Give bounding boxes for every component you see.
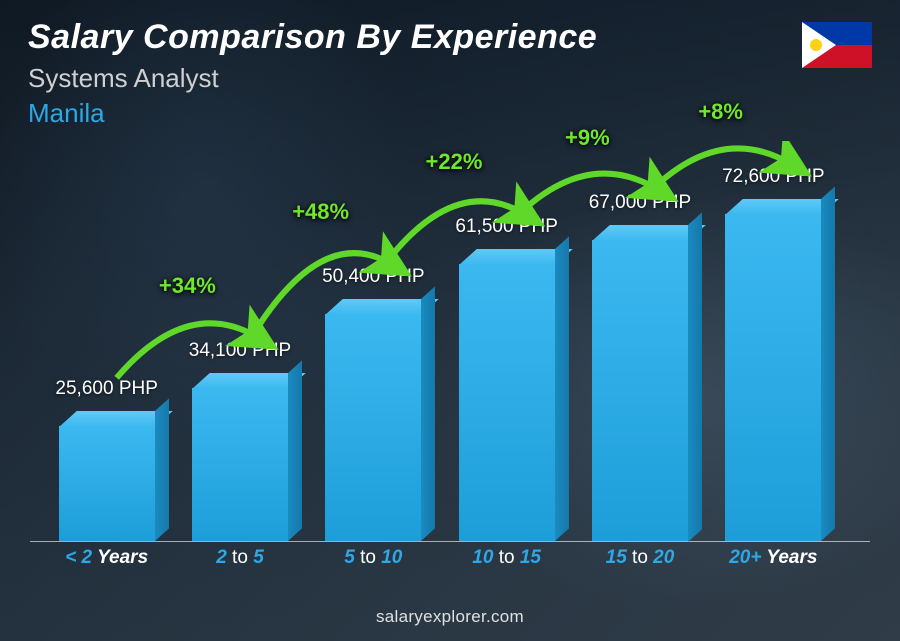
bar-value-label: 67,000 PHP <box>589 192 691 214</box>
bar-value-label: 34,100 PHP <box>189 340 291 362</box>
x-axis-label: 5 to 10 <box>307 547 440 581</box>
baseline <box>30 541 870 542</box>
x-axis-label: < 2 Years <box>40 547 173 581</box>
x-axis-label: 10 to 15 <box>440 547 573 581</box>
bar <box>592 240 688 542</box>
chart-location: Manila <box>28 98 872 129</box>
bar-value-label: 50,400 PHP <box>322 266 424 288</box>
bar-group: 50,400 PHP <box>307 266 440 541</box>
x-axis-label: 20+ Years <box>707 547 840 581</box>
bar-group: 34,100 PHP <box>173 340 306 541</box>
chart-subtitle: Systems Analyst <box>28 63 872 94</box>
bar <box>192 388 288 541</box>
chart-area: 25,600 PHP 34,100 PHP 50,400 PHP 61,500 PHP… <box>40 141 840 581</box>
bar-group: 61,500 PHP <box>440 216 573 541</box>
chart-title: Salary Comparison By Experience <box>28 18 872 57</box>
x-axis-label: 15 to 20 <box>573 547 706 581</box>
x-axis-label: 2 to 5 <box>173 547 306 581</box>
bar-group: 67,000 PHP <box>573 192 706 542</box>
bar-value-label: 72,600 PHP <box>722 166 824 188</box>
flag-philippines <box>802 22 872 68</box>
x-labels: < 2 Years2 to 55 to 1010 to 1515 to 2020… <box>40 547 840 581</box>
bar-group: 25,600 PHP <box>40 378 173 541</box>
header: Salary Comparison By Experience Systems … <box>28 18 872 129</box>
footer-source: salaryexplorer.com <box>0 607 900 627</box>
bars-container: 25,600 PHP 34,100 PHP 50,400 PHP 61,500 PHP… <box>40 141 840 541</box>
bar <box>725 214 821 541</box>
bar <box>59 426 155 541</box>
bar-group: 72,600 PHP <box>707 166 840 541</box>
bar-value-label: 61,500 PHP <box>455 216 557 238</box>
bar <box>325 314 421 541</box>
bar <box>459 264 555 541</box>
bar-value-label: 25,600 PHP <box>55 378 157 400</box>
